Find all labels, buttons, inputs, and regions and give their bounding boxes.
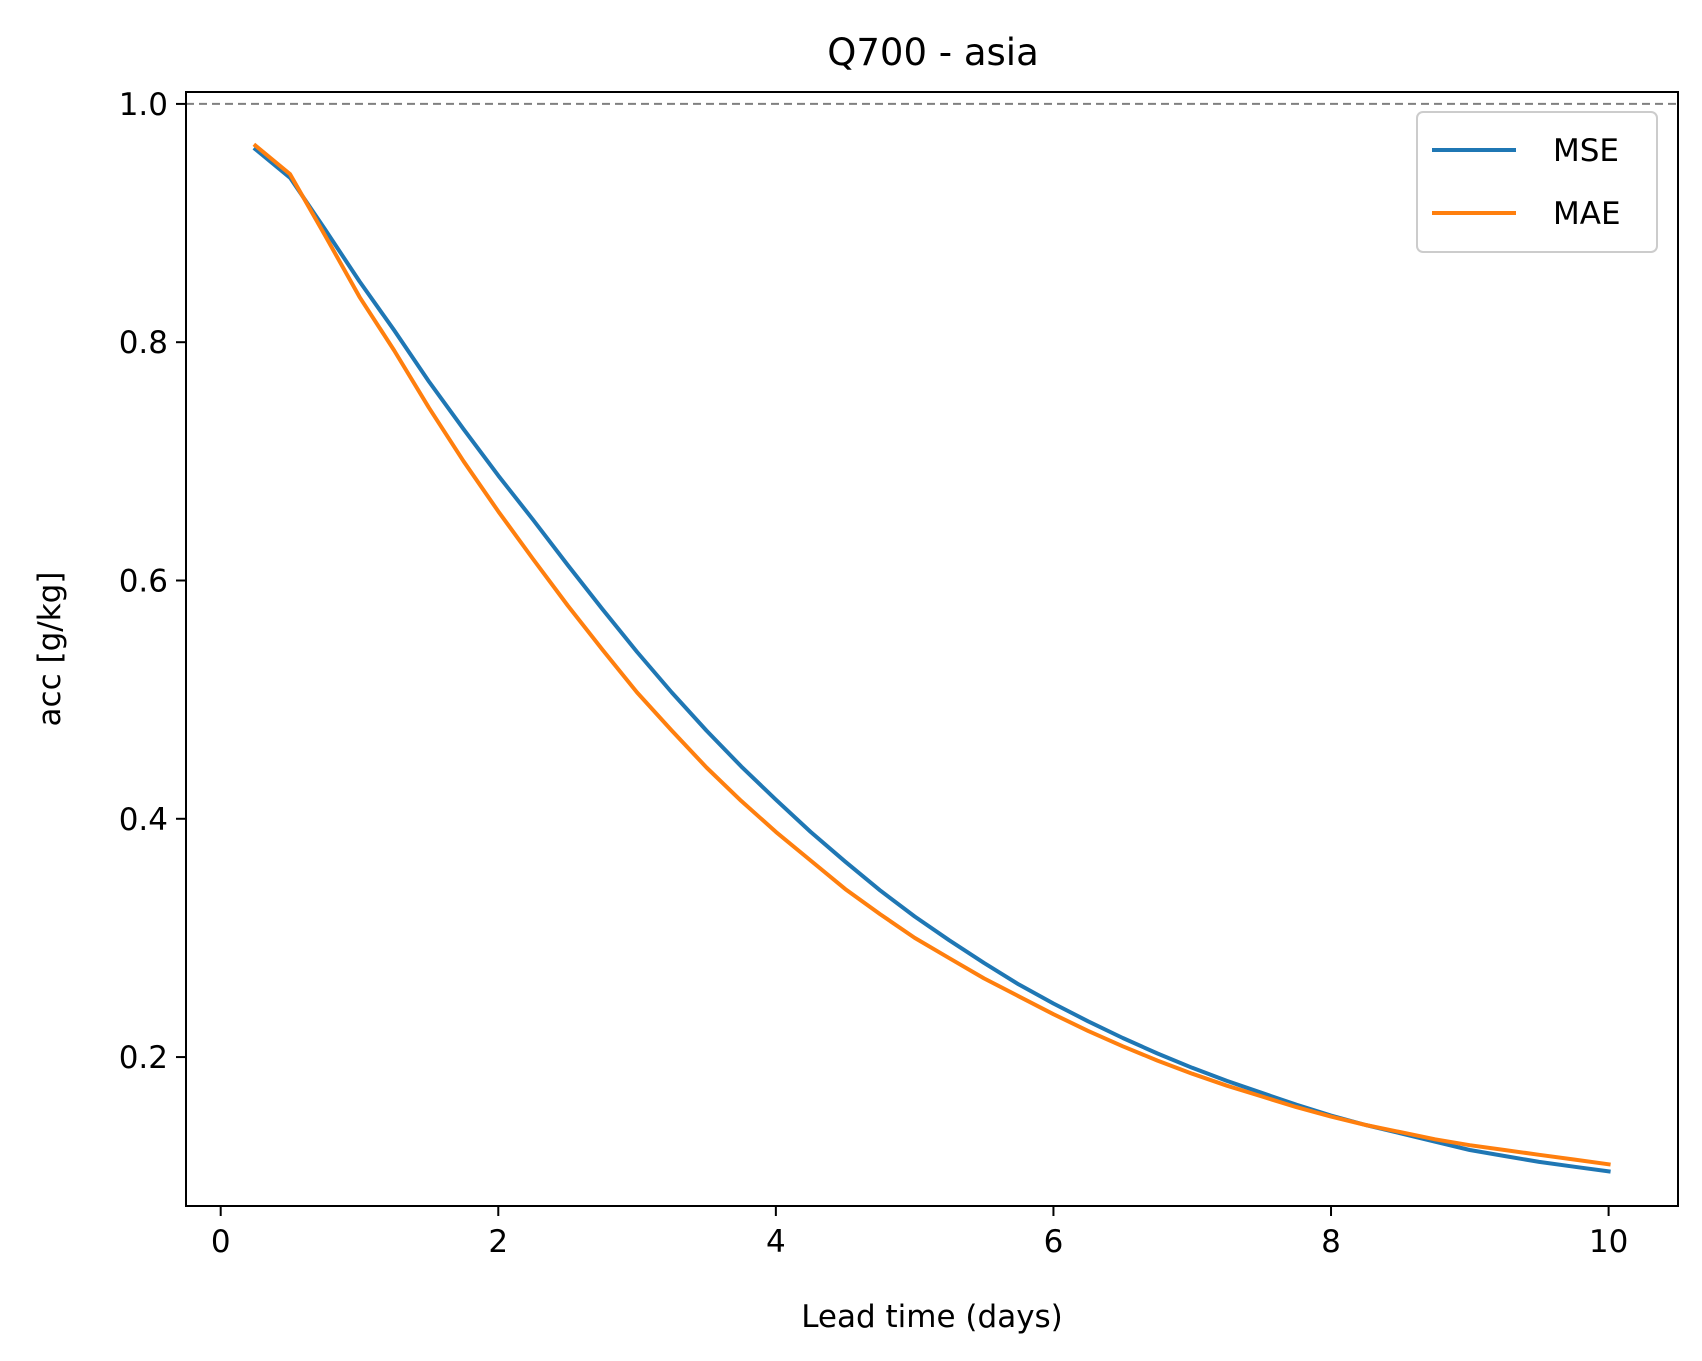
x-tick-label: 6 [1044, 1224, 1064, 1260]
y-tick-label: 0.2 [119, 1040, 168, 1076]
plot-frame [185, 91, 1679, 1207]
legend-label-mae: MAE [1553, 196, 1621, 232]
legend-label-mse: MSE [1553, 133, 1619, 169]
legend-box [1416, 111, 1658, 253]
y-axis-label: acc [g/kg] [32, 572, 68, 727]
x-tick-label: 8 [1321, 1224, 1341, 1260]
x-axis-label: Lead time (days) [801, 1299, 1063, 1335]
x-tick-label: 2 [488, 1224, 508, 1260]
x-tick-label: 0 [211, 1224, 231, 1260]
chart-title: Q700 - asia [827, 31, 1039, 74]
y-tick-label: 0.6 [119, 563, 168, 599]
x-tick-label: 10 [1589, 1224, 1628, 1260]
y-tick-label: 0.4 [119, 802, 168, 838]
y-tick-label: 0.8 [119, 325, 168, 361]
plot-area [186, 102, 1678, 1174]
series-line-mae [252, 142, 1611, 1167]
y-tick-label: 1.0 [119, 87, 168, 123]
x-tick-label: 4 [766, 1224, 786, 1260]
legend: MSE MAE [1416, 111, 1658, 253]
axes: 0 2 4 6 8 10 0.2 0.4 0.6 0.8 1.0 [119, 87, 1629, 1260]
